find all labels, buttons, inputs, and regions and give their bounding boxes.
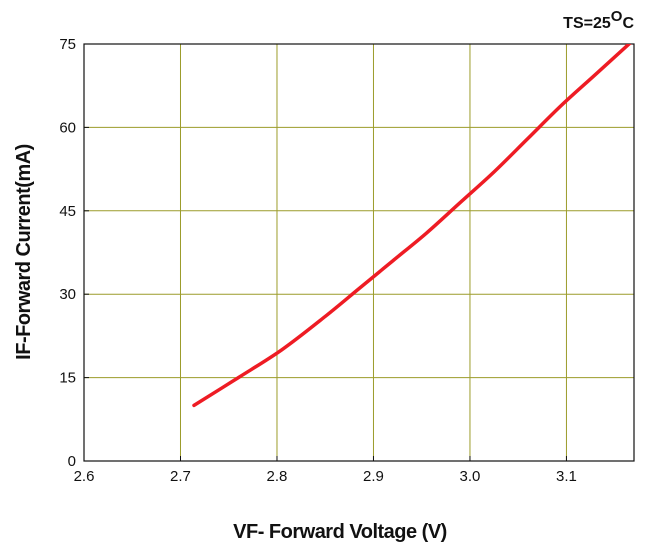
series-line-0 [192, 44, 632, 408]
y-tick-label: 75 [59, 36, 76, 53]
y-tick-label: 0 [68, 453, 76, 470]
condition-unit: C [622, 15, 634, 32]
x-axis-title: VF- Forward Voltage (V) [233, 521, 447, 543]
condition-main: TS=25 [563, 15, 611, 32]
y-tick-label: 15 [59, 370, 76, 387]
grid [84, 44, 634, 461]
x-tick-label: 3.1 [556, 468, 577, 485]
y-tick-label: 45 [59, 203, 76, 220]
axis-ticks: 2.6 2.7 2.8 2.9 3.0 3.1 0 15 30 45 60 75 [59, 36, 577, 485]
x-tick-label: 2.8 [267, 468, 288, 485]
series-layer [192, 44, 632, 408]
x-tick-label: 3.0 [460, 468, 481, 485]
x-tick-label: 2.9 [363, 468, 384, 485]
y-axis-title: IF-Forward Current(mA) [13, 144, 35, 360]
y-tick-label: 60 [59, 119, 76, 136]
condition-label: TS=25OC [563, 8, 634, 32]
x-tick-label: 2.6 [74, 468, 95, 485]
y-tick-label: 30 [59, 286, 76, 303]
x-tick-label: 2.7 [170, 468, 191, 485]
condition-superscript: O [611, 8, 623, 25]
plot-frame [83, 43, 635, 462]
